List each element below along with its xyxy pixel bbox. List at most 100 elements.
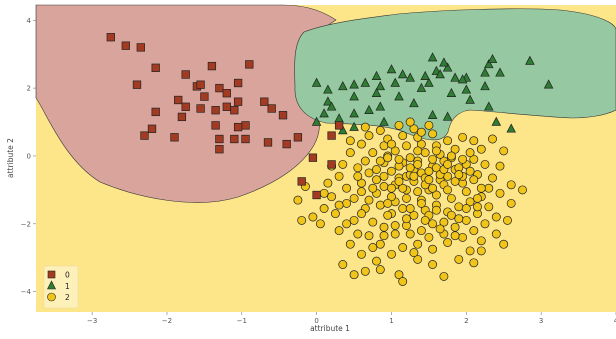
point-circle bbox=[372, 256, 381, 266]
point-square bbox=[200, 92, 209, 101]
point-circle bbox=[413, 187, 423, 197]
point-triangle bbox=[349, 108, 359, 118]
point-square bbox=[327, 160, 336, 169]
point-circle bbox=[372, 165, 381, 174]
point-circle bbox=[353, 163, 363, 173]
point-circle bbox=[416, 198, 426, 208]
point-square bbox=[263, 138, 273, 147]
point-circle bbox=[364, 168, 374, 178]
point-triangle bbox=[495, 67, 505, 77]
point-circle bbox=[469, 226, 479, 236]
point-triangle bbox=[465, 94, 475, 104]
point-square bbox=[215, 145, 224, 154]
plot-area bbox=[35, 4, 616, 312]
point-triangle bbox=[416, 82, 427, 92]
point-square bbox=[106, 33, 115, 42]
point-square bbox=[211, 106, 220, 115]
point-square bbox=[147, 124, 157, 133]
point-circle bbox=[450, 144, 460, 154]
point-square bbox=[211, 121, 220, 130]
point-circle bbox=[469, 154, 479, 164]
point-circle bbox=[506, 198, 516, 208]
point-triangle bbox=[390, 77, 400, 87]
point-square bbox=[230, 134, 239, 144]
point-circle bbox=[345, 136, 355, 146]
point-circle bbox=[428, 260, 438, 269]
point-square bbox=[215, 83, 224, 93]
point-circle bbox=[458, 154, 468, 164]
x-axis-label: attribute 1 bbox=[310, 324, 350, 333]
point-triangle bbox=[442, 62, 453, 72]
point-circle bbox=[360, 122, 370, 132]
point-circle bbox=[405, 153, 415, 163]
y-tick-label: 2 bbox=[27, 85, 31, 93]
point-triangle bbox=[338, 125, 348, 135]
point-circle bbox=[387, 183, 396, 193]
point-circle bbox=[491, 229, 501, 239]
point-circle bbox=[443, 136, 453, 146]
point-circle bbox=[476, 144, 486, 154]
point-circle bbox=[409, 124, 419, 134]
point-square bbox=[312, 190, 321, 200]
point-circle bbox=[368, 183, 378, 193]
point-circle bbox=[379, 231, 389, 241]
point-circle bbox=[387, 139, 396, 149]
point-triangle bbox=[397, 69, 408, 79]
point-circle bbox=[473, 202, 482, 212]
point-triangle bbox=[338, 81, 348, 91]
y-tick-label: −4 bbox=[21, 288, 32, 296]
point-square bbox=[282, 139, 291, 149]
point-circle bbox=[443, 185, 453, 195]
point-circle bbox=[364, 195, 374, 205]
point-circle bbox=[424, 175, 434, 185]
point-square bbox=[233, 78, 243, 88]
point-circle bbox=[484, 202, 494, 212]
point-triangle bbox=[525, 55, 535, 65]
point-circle bbox=[353, 171, 363, 181]
legend-label-2: 2 bbox=[65, 293, 70, 302]
point-circle bbox=[402, 193, 411, 203]
point-circle bbox=[383, 153, 393, 163]
point-circle bbox=[446, 193, 456, 203]
point-triangle bbox=[427, 52, 438, 62]
point-circle bbox=[357, 209, 366, 219]
x-tick-label: −1 bbox=[237, 317, 247, 325]
point-circle bbox=[375, 239, 385, 249]
point-circle bbox=[450, 231, 460, 241]
series-2 bbox=[293, 117, 527, 286]
point-square bbox=[245, 60, 254, 69]
points-layer bbox=[106, 33, 554, 286]
point-circle bbox=[454, 170, 464, 180]
point-triangle bbox=[543, 79, 554, 89]
point-square bbox=[241, 121, 250, 130]
point-circle bbox=[357, 187, 366, 197]
x-tick-label: 2 bbox=[464, 317, 468, 325]
legend-marker-triangle bbox=[47, 280, 56, 290]
point-circle bbox=[375, 156, 385, 166]
point-circle bbox=[480, 219, 490, 229]
point-triangle bbox=[319, 108, 329, 118]
point-square bbox=[140, 131, 149, 140]
point-circle bbox=[319, 188, 329, 198]
series-1 bbox=[311, 52, 554, 135]
point-triangle bbox=[424, 77, 434, 87]
point-triangle bbox=[405, 72, 415, 82]
point-triangle bbox=[435, 69, 445, 79]
point-square bbox=[222, 89, 231, 98]
point-circle bbox=[424, 232, 434, 242]
point-triangle bbox=[484, 101, 494, 111]
point-circle bbox=[379, 171, 389, 181]
point-circle bbox=[413, 239, 423, 249]
point-circle bbox=[387, 166, 396, 176]
point-circle bbox=[398, 243, 408, 252]
legend-label-1: 1 bbox=[65, 282, 70, 291]
point-circle bbox=[315, 219, 325, 229]
point-circle bbox=[368, 148, 378, 158]
point-square bbox=[136, 43, 145, 52]
point-circle bbox=[428, 129, 438, 139]
point-square bbox=[215, 134, 224, 144]
point-circle bbox=[454, 214, 464, 224]
point-square bbox=[297, 177, 306, 186]
point-circle bbox=[394, 154, 404, 164]
point-circle bbox=[308, 212, 318, 222]
